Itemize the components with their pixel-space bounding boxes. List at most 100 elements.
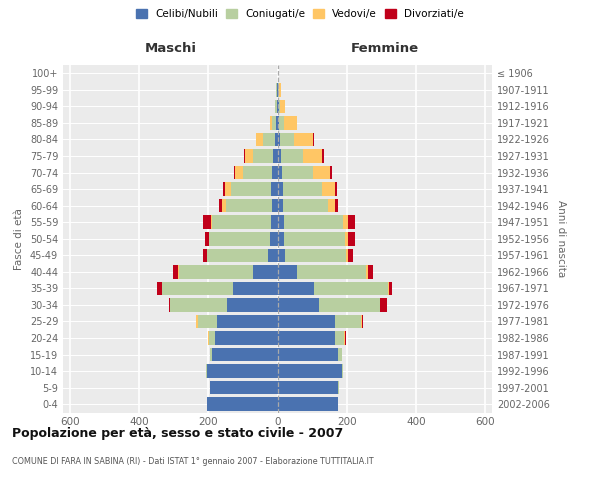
Bar xyxy=(271,216,277,229)
Bar xyxy=(225,182,232,196)
Bar xyxy=(277,364,341,378)
Bar xyxy=(277,166,281,179)
Bar xyxy=(208,332,209,345)
Bar xyxy=(294,132,313,146)
Bar xyxy=(232,182,271,196)
Bar xyxy=(253,149,274,163)
Bar xyxy=(380,298,387,312)
Bar xyxy=(277,248,285,262)
Bar xyxy=(270,116,272,130)
Bar xyxy=(275,100,277,113)
Bar xyxy=(209,232,270,245)
Bar xyxy=(226,199,272,212)
Bar xyxy=(366,265,368,278)
Bar xyxy=(276,116,277,130)
Bar xyxy=(361,314,362,328)
Bar xyxy=(313,166,330,179)
Bar xyxy=(277,332,335,345)
Bar xyxy=(277,381,338,394)
Bar xyxy=(296,265,366,278)
Bar xyxy=(283,199,328,212)
Bar xyxy=(277,348,338,362)
Bar xyxy=(244,149,245,163)
Bar xyxy=(388,282,389,295)
Bar xyxy=(322,182,335,196)
Bar xyxy=(271,182,277,196)
Bar xyxy=(157,282,161,295)
Bar xyxy=(211,216,212,229)
Bar xyxy=(277,149,281,163)
Bar xyxy=(389,282,392,295)
Bar xyxy=(212,348,277,362)
Bar xyxy=(220,199,222,212)
Bar xyxy=(178,265,179,278)
Bar xyxy=(270,232,277,245)
Bar xyxy=(210,348,212,362)
Bar xyxy=(222,199,226,212)
Bar xyxy=(161,282,233,295)
Bar xyxy=(170,298,227,312)
Bar xyxy=(338,348,341,362)
Bar xyxy=(179,265,253,278)
Y-axis label: Anni di nascita: Anni di nascita xyxy=(556,200,566,278)
Bar xyxy=(349,232,355,245)
Bar xyxy=(277,265,296,278)
Bar xyxy=(243,166,272,179)
Bar xyxy=(277,132,280,146)
Text: Femmine: Femmine xyxy=(350,42,419,55)
Bar xyxy=(277,216,284,229)
Bar xyxy=(212,216,271,229)
Bar xyxy=(328,199,335,212)
Bar xyxy=(313,132,314,146)
Bar xyxy=(279,116,284,130)
Bar xyxy=(279,83,281,96)
Bar xyxy=(268,248,277,262)
Bar xyxy=(217,314,277,328)
Bar xyxy=(233,166,235,179)
Bar xyxy=(284,116,296,130)
Bar xyxy=(206,398,277,411)
Bar xyxy=(330,166,332,179)
Bar xyxy=(205,232,209,245)
Bar xyxy=(345,232,349,245)
Bar xyxy=(275,132,277,146)
Bar xyxy=(281,166,313,179)
Bar xyxy=(256,132,263,146)
Y-axis label: Fasce di età: Fasce di età xyxy=(14,208,24,270)
Bar xyxy=(335,332,344,345)
Bar xyxy=(274,149,277,163)
Bar xyxy=(319,298,380,312)
Text: COMUNE DI FARA IN SABINA (RI) - Dati ISTAT 1° gennaio 2007 - Elaborazione TUTTIT: COMUNE DI FARA IN SABINA (RI) - Dati IST… xyxy=(12,458,374,466)
Bar xyxy=(277,83,278,96)
Bar xyxy=(253,265,277,278)
Bar xyxy=(235,166,243,179)
Bar xyxy=(277,398,338,411)
Bar xyxy=(272,166,277,179)
Bar xyxy=(345,332,346,345)
Bar xyxy=(284,216,343,229)
Text: Maschi: Maschi xyxy=(144,42,196,55)
Bar xyxy=(277,282,314,295)
Bar xyxy=(362,314,363,328)
Bar xyxy=(277,199,283,212)
Bar xyxy=(233,282,277,295)
Bar xyxy=(277,298,319,312)
Bar xyxy=(277,314,335,328)
Bar xyxy=(338,381,339,394)
Bar xyxy=(278,100,280,113)
Bar xyxy=(277,100,278,113)
Bar xyxy=(207,248,268,262)
Bar xyxy=(341,364,343,378)
Legend: Celibi/Nubili, Coniugati/e, Vedovi/e, Divorziati/e: Celibi/Nubili, Coniugati/e, Vedovi/e, Di… xyxy=(132,5,468,24)
Bar xyxy=(272,199,277,212)
Bar xyxy=(348,216,355,229)
Bar xyxy=(206,364,277,378)
Bar xyxy=(284,232,345,245)
Bar xyxy=(296,116,297,130)
Bar xyxy=(280,132,294,146)
Bar xyxy=(285,248,346,262)
Bar xyxy=(335,199,338,212)
Bar xyxy=(314,282,388,295)
Bar xyxy=(272,116,276,130)
Bar xyxy=(343,216,348,229)
